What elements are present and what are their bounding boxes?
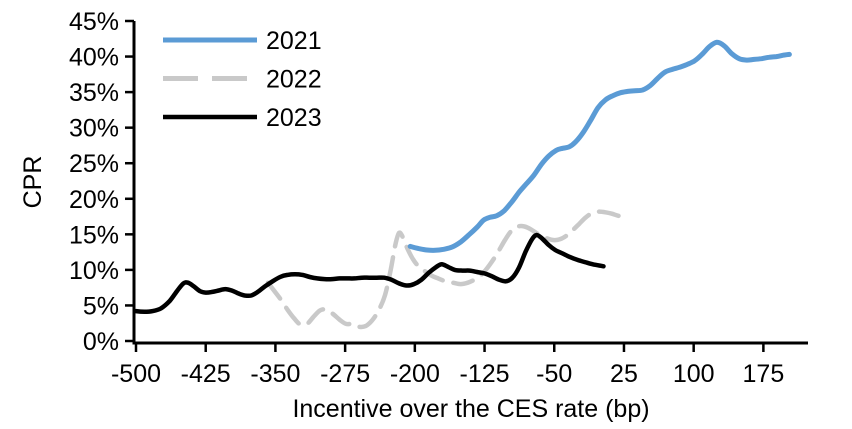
- legend-item-2022: 2022: [163, 66, 322, 94]
- y-tick-label: 25%: [69, 150, 119, 178]
- legend-item-2021: 2021: [163, 27, 322, 55]
- y-tick-label: 10%: [69, 257, 119, 285]
- x-tick-label: 175: [743, 360, 785, 388]
- y-tick-label: 15%: [69, 221, 119, 249]
- x-tick-label: -500: [111, 360, 161, 388]
- y-tick-label: 5%: [83, 292, 119, 320]
- y-tick-label: 20%: [69, 186, 119, 214]
- y-tick-label: 35%: [69, 79, 119, 107]
- legend-label-2022: 2022: [266, 66, 322, 94]
- x-tick-label: -50: [536, 360, 572, 388]
- x-tick-label: 25: [610, 360, 638, 388]
- x-tick-label: -200: [390, 360, 440, 388]
- axes: 0% 5% 10% 15% 20% 25% 30% 35% 40% 45% -500 -425 -350…: [69, 8, 808, 388]
- axis-spine: [132, 21, 808, 345]
- legend-label-2023: 2023: [266, 104, 322, 132]
- x-tick-label: 100: [673, 360, 715, 388]
- series-2022-line: [265, 209, 627, 330]
- y-axis-title: CPR: [19, 156, 47, 209]
- series-lines: [133, 39, 792, 330]
- y-tick-label: 45%: [69, 8, 119, 36]
- y-tick-label: 30%: [69, 115, 119, 143]
- y-tick-label: 0%: [83, 328, 119, 356]
- legend-item-2023: 2023: [163, 104, 322, 132]
- x-tick-label: -275: [320, 360, 370, 388]
- legend: 2021 2022 2023: [163, 27, 322, 132]
- legend-label-2021: 2021: [266, 27, 322, 55]
- series-2021-line: [407, 39, 792, 253]
- y-tick-label: 40%: [69, 44, 119, 72]
- x-tick-label: -125: [460, 360, 510, 388]
- x-tick-label: -425: [181, 360, 231, 388]
- x-axis-title: Incentive over the CES rate (bp): [292, 395, 649, 423]
- series-2023-line: [133, 232, 606, 315]
- x-tick-label: -350: [250, 360, 300, 388]
